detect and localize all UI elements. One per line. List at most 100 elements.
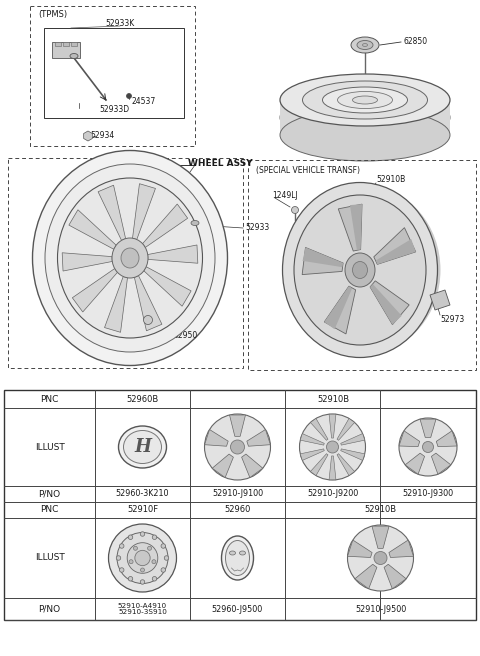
- Text: ILLUST: ILLUST: [35, 443, 64, 451]
- Ellipse shape: [280, 91, 450, 144]
- Ellipse shape: [326, 441, 338, 453]
- Polygon shape: [105, 276, 128, 333]
- Text: 52910B: 52910B: [376, 176, 405, 184]
- Text: P/NO: P/NO: [38, 604, 60, 613]
- Text: ILLUST: ILLUST: [35, 554, 64, 562]
- Ellipse shape: [152, 535, 157, 539]
- Bar: [30, 6, 195, 146]
- Polygon shape: [389, 540, 413, 558]
- Ellipse shape: [351, 37, 379, 53]
- Ellipse shape: [129, 560, 133, 564]
- Ellipse shape: [45, 164, 215, 352]
- Bar: [63, 42, 69, 46]
- Ellipse shape: [140, 580, 145, 584]
- Polygon shape: [337, 419, 355, 440]
- Ellipse shape: [362, 43, 368, 47]
- Polygon shape: [134, 276, 162, 331]
- Polygon shape: [229, 415, 245, 436]
- Ellipse shape: [58, 178, 203, 338]
- Ellipse shape: [323, 87, 408, 113]
- Ellipse shape: [161, 544, 166, 548]
- Text: (SPECIAL VEHICLE TRANSF): (SPECIAL VEHICLE TRANSF): [256, 165, 360, 174]
- Ellipse shape: [128, 577, 133, 581]
- Ellipse shape: [296, 188, 441, 352]
- Ellipse shape: [152, 577, 157, 581]
- Text: (TPMS): (TPMS): [38, 10, 67, 20]
- Text: 52933D: 52933D: [99, 106, 129, 115]
- Polygon shape: [300, 449, 324, 461]
- Polygon shape: [329, 414, 336, 438]
- Ellipse shape: [127, 543, 158, 573]
- Ellipse shape: [135, 550, 150, 565]
- Polygon shape: [372, 526, 389, 548]
- Polygon shape: [355, 564, 377, 589]
- Polygon shape: [311, 419, 328, 440]
- Polygon shape: [324, 286, 352, 329]
- Text: 52910B: 52910B: [364, 506, 396, 514]
- Text: 52934: 52934: [90, 131, 114, 140]
- Polygon shape: [432, 453, 451, 474]
- Bar: [4, 390, 476, 620]
- Polygon shape: [430, 290, 450, 310]
- Polygon shape: [280, 100, 450, 135]
- Ellipse shape: [230, 440, 244, 454]
- Polygon shape: [370, 284, 402, 325]
- Text: 52960B: 52960B: [126, 394, 158, 403]
- Text: 52910-J9300: 52910-J9300: [402, 489, 454, 499]
- Ellipse shape: [33, 150, 228, 365]
- Ellipse shape: [152, 560, 156, 564]
- Polygon shape: [341, 434, 365, 445]
- Polygon shape: [311, 454, 328, 476]
- Text: WHEEL ASSY: WHEEL ASSY: [188, 159, 252, 169]
- Text: 52960-3K210: 52960-3K210: [116, 489, 169, 499]
- Text: 52973: 52973: [440, 316, 464, 325]
- Ellipse shape: [374, 552, 387, 565]
- Text: PNC: PNC: [40, 394, 59, 403]
- Polygon shape: [247, 430, 270, 446]
- Ellipse shape: [337, 91, 393, 108]
- Ellipse shape: [123, 430, 161, 464]
- Ellipse shape: [108, 524, 177, 592]
- Ellipse shape: [283, 182, 437, 358]
- Polygon shape: [212, 454, 233, 478]
- Polygon shape: [132, 184, 156, 239]
- Ellipse shape: [117, 533, 168, 583]
- Ellipse shape: [140, 532, 145, 536]
- Ellipse shape: [70, 54, 78, 58]
- Text: 52910F: 52910F: [127, 506, 158, 514]
- Polygon shape: [420, 419, 436, 438]
- Text: 52933: 52933: [245, 224, 269, 232]
- Polygon shape: [84, 131, 92, 141]
- Text: 52960: 52960: [224, 506, 251, 514]
- Polygon shape: [374, 228, 416, 264]
- Ellipse shape: [221, 536, 253, 580]
- Text: 52933K: 52933K: [106, 18, 134, 28]
- Polygon shape: [72, 268, 118, 312]
- Text: 1249LJ: 1249LJ: [272, 190, 298, 199]
- Ellipse shape: [280, 74, 450, 126]
- Bar: [55, 42, 61, 46]
- Polygon shape: [204, 430, 228, 446]
- Ellipse shape: [291, 207, 299, 213]
- Text: H: H: [134, 438, 151, 456]
- Ellipse shape: [116, 556, 121, 560]
- Text: 52910B: 52910B: [317, 394, 349, 403]
- Polygon shape: [98, 185, 126, 241]
- Text: 52910-J9200: 52910-J9200: [307, 489, 358, 499]
- Polygon shape: [148, 245, 198, 263]
- Text: PNC: PNC: [40, 506, 59, 514]
- Ellipse shape: [240, 551, 245, 555]
- Ellipse shape: [147, 546, 152, 550]
- Ellipse shape: [204, 414, 271, 480]
- Polygon shape: [62, 253, 112, 271]
- Polygon shape: [436, 431, 457, 447]
- Polygon shape: [338, 204, 362, 251]
- Text: 62850: 62850: [403, 37, 427, 45]
- Ellipse shape: [352, 262, 368, 279]
- Polygon shape: [405, 453, 425, 474]
- Text: P/NO: P/NO: [38, 489, 60, 499]
- Ellipse shape: [144, 316, 153, 325]
- Text: 52910-J9100: 52910-J9100: [212, 489, 263, 499]
- Ellipse shape: [128, 535, 133, 539]
- Polygon shape: [341, 449, 365, 461]
